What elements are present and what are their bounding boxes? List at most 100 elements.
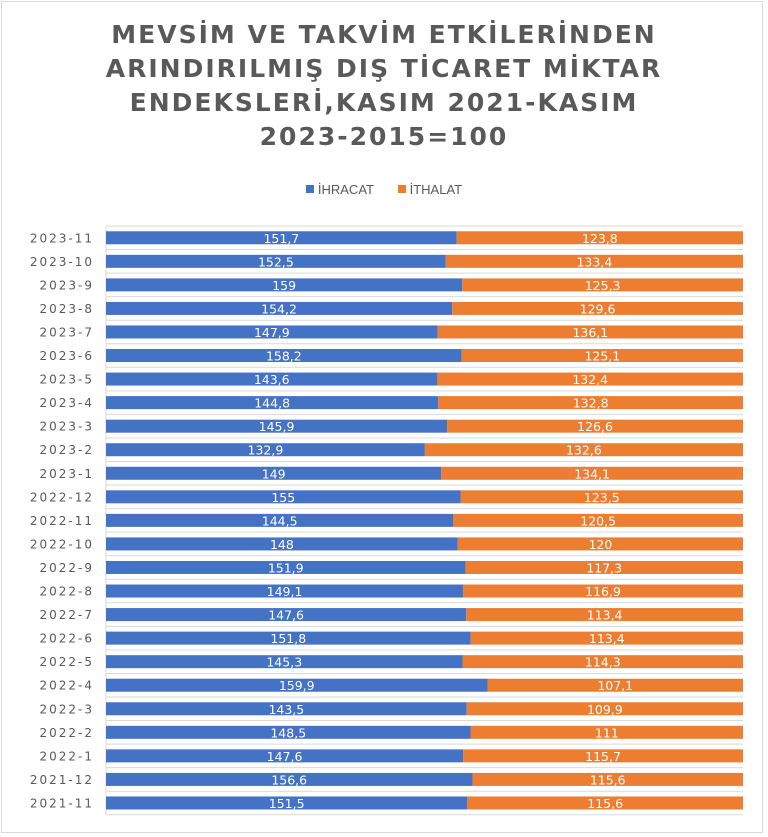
category-label: 2022-11 (30, 514, 94, 528)
data-label-ihracat: 145,3 (266, 655, 302, 670)
bar-ihracat (106, 301, 453, 315)
bar-ithalat (437, 325, 743, 339)
data-label-ihracat: 143,6 (254, 372, 290, 387)
data-label-ithalat: 116,9 (585, 584, 621, 599)
data-label-ithalat: 115,6 (590, 772, 626, 787)
data-label-ihracat: 155 (271, 490, 295, 505)
data-label-ithalat: 129,6 (580, 301, 616, 316)
bar-ihracat (106, 372, 438, 386)
data-label-ihracat: 147,9 (254, 325, 290, 340)
data-label-ithalat: 125,1 (584, 349, 620, 364)
data-label-ihracat: 159,9 (279, 678, 315, 693)
bar-ithalat (463, 584, 743, 598)
data-label-ithalat: 132,8 (573, 396, 609, 411)
category-label: 2023-9 (39, 278, 94, 292)
category-label: 2022-6 (39, 632, 94, 646)
bar-ihracat (106, 796, 468, 810)
bar-ihracat (106, 443, 425, 457)
data-label-ithalat: 136,1 (572, 325, 608, 340)
category-label: 2023-6 (39, 349, 94, 363)
bar-ithalat (437, 372, 743, 386)
data-label-ihracat: 147,6 (268, 608, 304, 623)
data-label-ihracat: 154,2 (261, 301, 297, 316)
bar-ithalat (463, 749, 743, 763)
bar-ithalat (470, 631, 743, 645)
chart-title: MEVSİM VE TAKVİM ETKİLERİNDEN ARINDIRILM… (0, 18, 768, 154)
bar-ihracat (106, 560, 466, 574)
bar-ithalat (456, 231, 743, 245)
bar-ihracat (106, 278, 463, 292)
data-label-ithalat: 133,4 (576, 254, 612, 269)
bar-ihracat (106, 584, 464, 598)
category-label: 2022-7 (39, 608, 94, 622)
bar-ithalat (441, 466, 743, 480)
bar-ithalat (470, 725, 743, 739)
bar-ithalat (438, 396, 743, 410)
legend-item-ihracat: İHRACAT (305, 182, 374, 197)
chart-legend: İHRACAT İTHALAT (0, 181, 768, 197)
category-label: 2021-12 (30, 773, 94, 787)
bar-ihracat (106, 725, 471, 739)
category-label: 2022-12 (30, 490, 94, 504)
bar-ihracat (106, 231, 457, 245)
bar-ithalat (445, 254, 743, 268)
category-label: 2023-2 (39, 443, 94, 457)
data-label-ihracat: 158,2 (266, 349, 302, 364)
title-line-1: MEVSİM VE TAKVİM ETKİLERİNDEN (111, 20, 657, 49)
data-label-ihracat: 149,1 (267, 584, 303, 599)
data-label-ihracat: 143,5 (268, 702, 304, 717)
data-label-ihracat: 148,5 (270, 725, 306, 740)
category-label: 2023-10 (30, 255, 94, 269)
data-label-ithalat: 115,7 (585, 749, 621, 764)
bar-ithalat (453, 513, 743, 527)
data-label-ihracat: 144,5 (262, 513, 298, 528)
bar-ihracat (106, 655, 463, 669)
bar-ihracat (106, 419, 448, 433)
data-label-ithalat: 111 (595, 725, 619, 740)
bar-ihracat (106, 325, 438, 339)
data-label-ihracat: 147,6 (267, 749, 303, 764)
bar-ithalat (460, 490, 743, 504)
bar-ihracat (106, 772, 473, 786)
category-label: 2023-7 (39, 325, 94, 339)
category-label: 2023-8 (39, 302, 94, 316)
category-label: 2022-10 (30, 537, 94, 551)
data-label-ithalat: 113,4 (587, 608, 623, 623)
category-label: 2022-5 (39, 655, 94, 669)
bar-ithalat (466, 702, 743, 716)
data-label-ihracat: 151,8 (270, 631, 306, 646)
data-label-ithalat: 114,3 (585, 655, 621, 670)
bar-ihracat (106, 490, 461, 504)
bar-ithalat (424, 443, 743, 457)
category-label: 2022-8 (39, 585, 94, 599)
legend-label-ithalat: İTHALAT (409, 181, 463, 197)
data-label-ithalat: 120 (588, 537, 612, 552)
data-label-ihracat: 148 (270, 537, 294, 552)
bar-ihracat (106, 349, 462, 363)
bar-ithalat (461, 349, 743, 363)
bar-ithalat (462, 655, 743, 669)
bar-ithalat (466, 608, 743, 622)
title-line-2: ARINDIRILMIŞ DIŞ TİCARET MİKTAR (105, 54, 663, 83)
bar-ihracat (106, 466, 442, 480)
bar-ihracat (106, 631, 471, 645)
bar-ihracat (106, 537, 458, 551)
data-label-ithalat: 126,6 (577, 419, 613, 434)
bar-ihracat (106, 702, 467, 716)
data-label-ithalat: 115,6 (587, 796, 623, 811)
data-label-ithalat: 113,4 (589, 631, 625, 646)
data-label-ihracat: 156,6 (271, 772, 307, 787)
category-label: 2021-11 (30, 796, 94, 810)
data-label-ithalat: 132,6 (566, 443, 602, 458)
data-label-ihracat: 152,5 (258, 254, 294, 269)
category-label: 2023-5 (39, 373, 94, 387)
data-label-ihracat: 151,5 (269, 796, 305, 811)
bar-ithalat (467, 796, 743, 810)
category-label: 2023-11 (30, 231, 94, 245)
legend-swatch-ithalat (397, 185, 406, 193)
category-label: 2023-3 (39, 420, 94, 434)
title-line-4: 2023-2015=100 (259, 122, 509, 151)
data-label-ihracat: 144,8 (254, 396, 290, 411)
bar-ithalat (472, 772, 743, 786)
